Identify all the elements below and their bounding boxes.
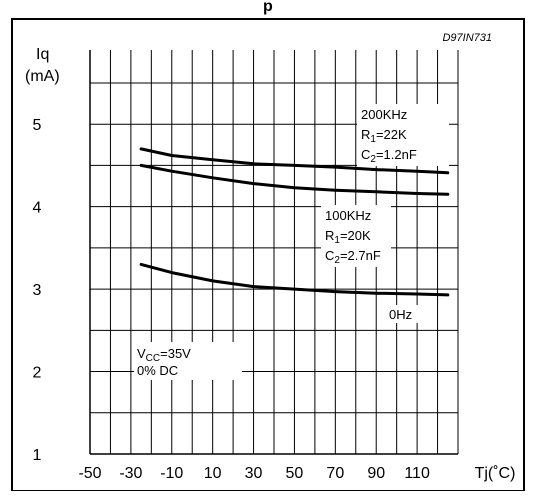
condition-vcc: VCC=35V — [137, 346, 191, 364]
y-tick-label: 4 — [33, 200, 42, 217]
annotation-bg-conditions — [134, 342, 242, 380]
header-fragment: p — [263, 0, 273, 15]
x-tick-label: 110 — [404, 465, 430, 482]
y-tick-label: 5 — [33, 117, 42, 134]
y-tick-label: 2 — [33, 365, 42, 382]
annotation-100khz-r: R1=20K — [325, 228, 371, 246]
x-tick-label: 70 — [326, 465, 344, 482]
x-tick-label: -10 — [160, 465, 183, 482]
x-tick-label: -50 — [78, 465, 101, 482]
x-tick-label: 50 — [286, 465, 304, 482]
annotation-bg-0hz — [385, 305, 425, 323]
x-axis-label: Tj(˚C) — [475, 465, 516, 482]
annotation-0hz: 0Hz — [389, 307, 412, 322]
x-tick-label: 10 — [204, 465, 222, 482]
annotation-200khz-r: R1=22K — [361, 127, 407, 145]
annotation-bg-100khz — [321, 205, 391, 267]
series-line-0hz — [139, 262, 450, 297]
annotation-100khz-freq: 100KHz — [325, 208, 371, 223]
y-tick-label: 1 — [33, 447, 42, 464]
figure-code: D97IN731 — [442, 32, 492, 44]
x-tick-label: -30 — [119, 465, 142, 482]
y-tick-label: 3 — [33, 282, 42, 299]
annotation-200khz-freq: 200KHz — [361, 107, 407, 122]
y-axis-label-line1: Iq — [36, 46, 49, 63]
annotation-200khz-c: C2=1.2nF — [361, 147, 417, 165]
condition-dc: 0% DC — [137, 363, 178, 378]
series-line-200khz — [139, 147, 450, 175]
series-lines — [139, 147, 450, 297]
x-tick-label: 30 — [245, 465, 263, 482]
annotation-100khz-c: C2=2.7nF — [325, 248, 381, 266]
x-tick-label: 90 — [367, 465, 385, 482]
y-axis-label-line2: (mA) — [25, 68, 60, 85]
annotation-bg-200khz — [357, 104, 449, 166]
series-line-100khz — [139, 163, 450, 196]
chart-border — [11, 18, 525, 492]
tick-labels: -50 -30 -10 10 30 50 70 90 110 1 2 3 4 5 — [33, 117, 430, 482]
